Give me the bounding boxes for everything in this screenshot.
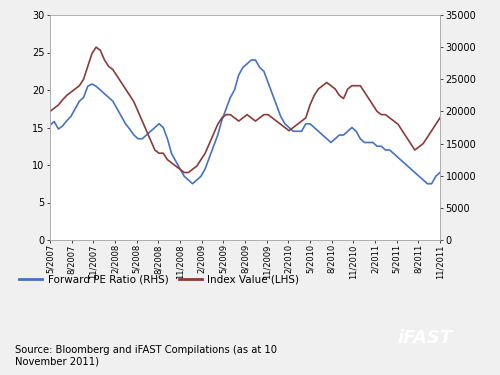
Legend: Forward PE Ratio (RHS), Index Value (LHS): Forward PE Ratio (RHS), Index Value (LHS… xyxy=(15,271,303,289)
Text: Source: Bloomberg and iFAST Compilations (as at 10
November 2011): Source: Bloomberg and iFAST Compilations… xyxy=(15,345,277,367)
Text: iFAST: iFAST xyxy=(398,330,452,347)
